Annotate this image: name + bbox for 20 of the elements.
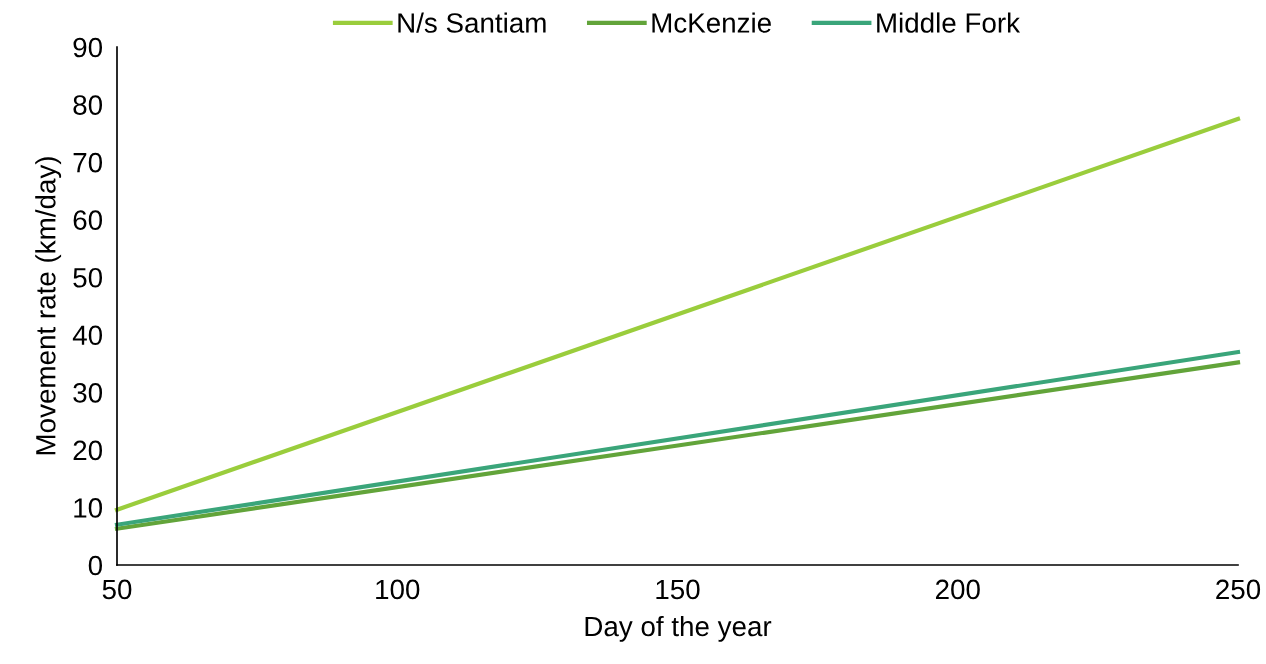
y-tick-label: 90	[73, 37, 103, 58]
legend-label: Middle Fork	[877, 12, 1021, 33]
y-tick-label: 50	[73, 267, 103, 288]
y-tick-label: 40	[72, 325, 103, 346]
y-tick-label: 70	[73, 152, 103, 173]
x-tick-label: 100	[376, 579, 420, 600]
legend-label: N/s Santiam	[398, 12, 546, 33]
x-tick-label: 200	[935, 579, 980, 600]
y-tick-label: 80	[73, 95, 103, 115]
x-tick-label: 250	[1216, 579, 1261, 600]
x-tick-label: 150	[656, 579, 700, 600]
x-axis-title: Day of the year	[585, 615, 772, 642]
y-tick-label: 60	[73, 210, 103, 231]
y-tick-label: 10	[74, 498, 103, 518]
legend-label: McKenzie	[652, 12, 771, 33]
y-tick-label: 0	[88, 555, 103, 576]
x-tick-label: 50	[102, 579, 132, 600]
y-axis-title: Movement rate (km/day)	[35, 157, 62, 455]
y-tick-label: 20	[73, 440, 103, 461]
y-tick-label: 30	[73, 383, 103, 403]
